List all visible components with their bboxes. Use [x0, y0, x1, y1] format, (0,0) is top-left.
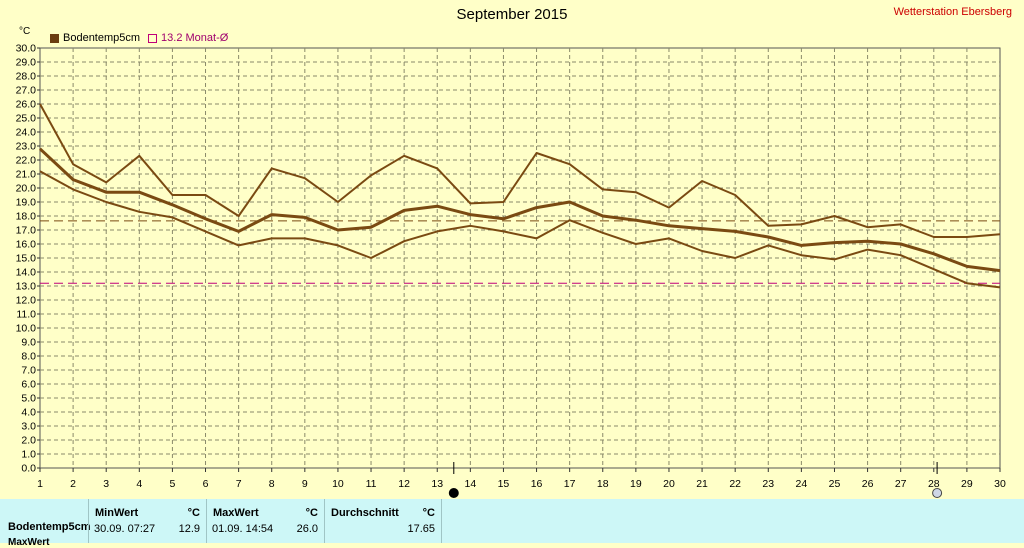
legend-avg-swatch — [148, 33, 158, 43]
x-tick-label: 26 — [862, 478, 874, 490]
y-tick-label: 24.0 — [16, 127, 37, 139]
y-tick-label: 22.0 — [16, 155, 37, 167]
grid-lines — [37, 47, 1001, 472]
y-tick-label: 17.0 — [16, 225, 37, 237]
y-tick-label: 15.0 — [16, 253, 37, 265]
x-tick-label: 4 — [136, 478, 142, 490]
min-time: 30.09. 07:27 — [94, 523, 156, 535]
y-tick-label: 11.0 — [16, 309, 36, 321]
x-tick-label: 8 — [269, 478, 275, 490]
avg-value: 17.65 — [407, 523, 435, 535]
y-tick-label: 30.0 — [16, 43, 37, 55]
y-tick-label: 6.0 — [21, 379, 36, 391]
avg-header: Durchschnitt — [331, 507, 399, 519]
y-tick-label: 0.0 — [21, 463, 36, 475]
y-tick-label: 29.0 — [16, 57, 37, 69]
x-tick-label: 19 — [630, 478, 642, 490]
legend-series-label: Bodentemp5cm — [63, 32, 141, 44]
legend-avg-label: 13.2 Monat-Ø — [161, 32, 229, 44]
max-value: 26.0 — [296, 523, 318, 535]
x-tick-label: 20 — [663, 478, 675, 490]
x-tick-label: 18 — [597, 478, 609, 490]
x-tick-label: 30 — [994, 478, 1006, 490]
y-tick-label: 9.0 — [21, 337, 36, 349]
avg-unit: °C — [422, 507, 435, 519]
x-tick-label: 9 — [302, 478, 308, 490]
stats-table: Bodentemp5cm MaxWert MinWert °C 30.09. 0… — [0, 499, 1024, 548]
y-tick-label: 7.0 — [21, 365, 36, 377]
x-tick-label: 25 — [829, 478, 841, 490]
series-line-min — [39, 170, 1001, 289]
y-tick-label: 10.0 — [16, 323, 37, 335]
moon-markers — [448, 462, 943, 498]
chart-title: September 2015 — [456, 6, 568, 23]
y-tick-label: 18.0 — [16, 211, 37, 223]
x-tick-label: 7 — [236, 478, 242, 490]
x-tick-label: 3 — [103, 478, 109, 490]
station-name: Wetterstation Ebersberg — [893, 6, 1012, 18]
x-tick-label: 6 — [203, 478, 209, 490]
max-unit: °C — [305, 507, 318, 519]
series-lines — [38, 103, 1001, 289]
x-tick-label: 27 — [895, 478, 907, 490]
y-tick-label: 26.0 — [16, 99, 37, 111]
x-tick-label: 24 — [796, 478, 808, 490]
legend-avg: 13.2 Monat-Ø — [148, 32, 228, 44]
y-tick-label: 21.0 — [16, 169, 37, 181]
x-tick-labels: 1 2 3 4 5 6 7 8 9 10 11 12 13 14 15 16 17 18 19 20 21 22 23 24 2… — [37, 478, 1006, 490]
x-tick-label: 14 — [465, 478, 477, 490]
legend-series-swatch — [50, 33, 59, 43]
x-tick-label: 16 — [531, 478, 543, 490]
full-moon-icon — [932, 488, 943, 498]
y-tick-label: 20.0 — [16, 183, 37, 195]
x-tick-label: 28 — [928, 478, 940, 490]
y-tick-label: 4.0 — [21, 407, 36, 419]
y-tick-label: 5.0 — [21, 393, 36, 405]
series-line-max — [39, 103, 1001, 238]
x-tick-label: 12 — [398, 478, 410, 490]
x-tick-label: 15 — [498, 478, 510, 490]
y-tick-label: 23.0 — [16, 141, 37, 153]
min-header: MinWert — [95, 507, 139, 519]
x-tick-label: 2 — [70, 478, 76, 490]
avg-value-cell: Durchschnitt °C 17.65 — [324, 499, 442, 543]
x-tick-label: 13 — [431, 478, 443, 490]
min-value: 12.9 — [178, 523, 200, 535]
min-value-cell: MinWert °C 30.09. 07:27 12.9 — [88, 499, 206, 543]
chart-area: 0.01.02.03.04.05.06.07.08.09.010.011.012… — [16, 43, 1006, 498]
new-moon-icon — [448, 488, 459, 498]
y-tick-label: 13.0 — [16, 281, 37, 293]
legend: Bodentemp5cm 13.2 Monat-Ø — [50, 32, 228, 44]
x-tick-label: 29 — [961, 478, 973, 490]
min-unit: °C — [187, 507, 200, 519]
series-line-mean — [38, 147, 1001, 273]
x-tick-label: 21 — [696, 478, 708, 490]
max-header: MaxWert — [213, 507, 259, 519]
x-tick-label: 1 — [37, 478, 43, 490]
x-tick-label: 22 — [729, 478, 741, 490]
max-time: 01.09. 14:54 — [212, 523, 274, 535]
x-tick-label: 23 — [762, 478, 774, 490]
y-tick-label: 25.0 — [16, 113, 37, 125]
reference-lines — [40, 220, 1000, 284]
x-tick-label: 17 — [564, 478, 576, 490]
row-label: Bodentemp5cm — [8, 521, 91, 533]
y-tick-label: 8.0 — [21, 351, 36, 363]
y-tick-label: 16.0 — [16, 239, 37, 251]
y-tick-label: 3.0 — [21, 421, 36, 433]
y-tick-label: 19.0 — [16, 197, 37, 209]
x-tick-label: 10 — [332, 478, 344, 490]
x-tick-label: 11 — [366, 478, 377, 490]
y-tick-labels: 0.0 1.0 2.0 3.0 4.0 5.0 6.0 7.0 8.0 9.0 10.0 11.0 12… — [16, 43, 37, 475]
y-tick-label: 12.0 — [16, 295, 37, 307]
y-tick-label: 14.0 — [16, 267, 37, 279]
y-tick-label: 28.0 — [16, 71, 37, 83]
y-tick-label: 2.0 — [21, 435, 36, 447]
y-tick-label: 27.0 — [16, 85, 37, 97]
y-axis-unit: °C — [19, 26, 31, 37]
max-value-cell: MaxWert °C 01.09. 14:54 26.0 — [206, 499, 324, 543]
x-tick-label: 5 — [169, 478, 175, 490]
y-tick-label: 1.0 — [21, 449, 36, 461]
